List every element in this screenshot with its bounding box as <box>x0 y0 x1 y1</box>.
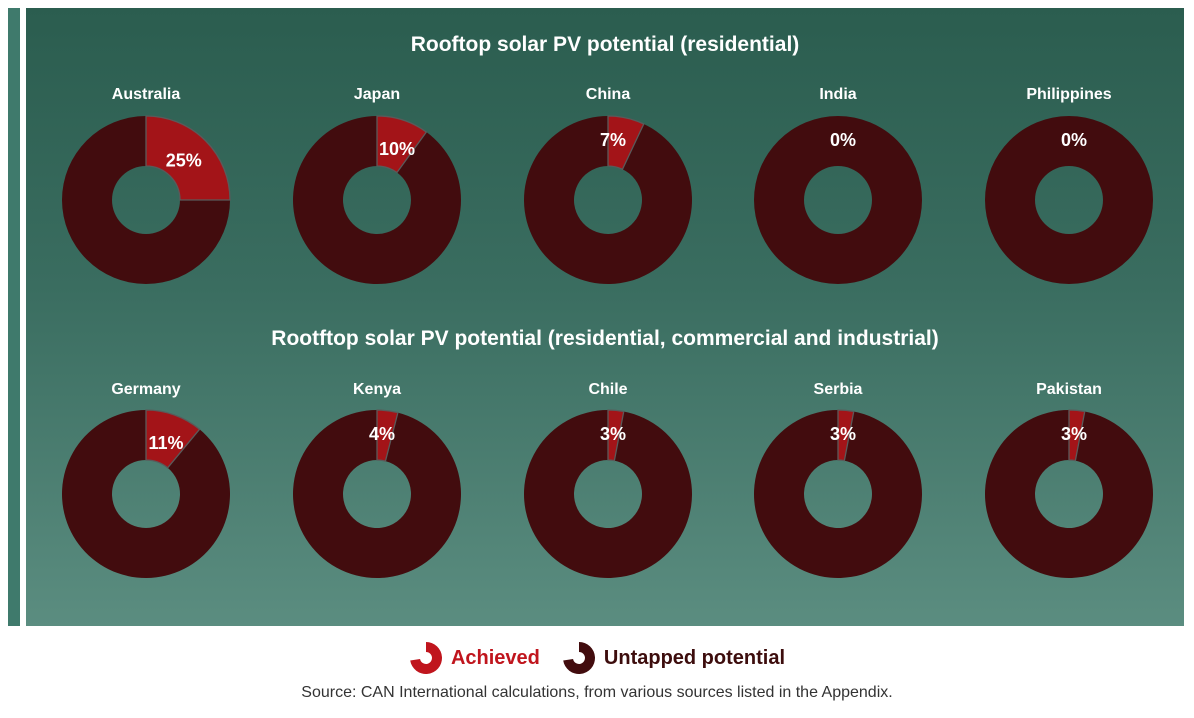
source-note: Source: CAN International calculations, … <box>301 684 893 701</box>
percent-label: 0% <box>1061 130 1087 150</box>
legend-item-untapped: Untapped potential <box>562 641 785 675</box>
untapped-slice <box>524 116 692 284</box>
chart-title-residential: Rooftop solar PV potential (residential) <box>410 33 800 56</box>
untapped-slice <box>754 410 922 578</box>
achieved-slice <box>376 115 428 174</box>
percent-label: 3% <box>600 424 626 444</box>
chart-panel: Rooftop solar PV potential (residential)… <box>26 8 1184 626</box>
donut-chart: 3% <box>524 409 692 578</box>
donut-chart: 7% <box>524 115 692 284</box>
legend-item-achieved: Achieved <box>409 641 540 675</box>
achieved-slice <box>145 115 231 201</box>
untapped-slice <box>985 116 1153 284</box>
legend: Achieved Untapped potential <box>0 640 1194 676</box>
percent-label: 11% <box>148 433 183 453</box>
achieved-slice <box>607 409 625 462</box>
donut-chart: 0% <box>754 116 922 284</box>
percent-label: 3% <box>1061 424 1087 444</box>
achieved-slice <box>837 409 855 462</box>
percent-label: 0% <box>830 130 856 150</box>
percent-label: 10% <box>379 139 415 159</box>
percent-label: 4% <box>369 424 395 444</box>
untapped-slice <box>524 410 692 578</box>
untapped-slice <box>754 116 922 284</box>
legend-label-achieved: Achieved <box>450 646 540 669</box>
achieved-swatch-icon <box>410 642 442 674</box>
country-label: Chile <box>588 381 628 398</box>
untapped-slice <box>62 116 230 284</box>
achieved-slice <box>376 409 399 462</box>
donut-chart: 0% <box>985 116 1153 284</box>
country-label: Germany <box>111 381 181 398</box>
country-label: Japan <box>353 86 401 103</box>
country-label: China <box>585 86 631 103</box>
untapped-swatch-icon <box>563 642 595 674</box>
donut-chart: 25% <box>62 115 231 284</box>
donut-chart: 10% <box>293 115 461 284</box>
donut-chart: 11% <box>61 409 231 578</box>
country-label: Philippines <box>1026 86 1112 103</box>
untapped-slice <box>293 116 461 284</box>
country-label: Australia <box>111 86 181 103</box>
country-label: Kenya <box>352 381 402 398</box>
percent-label: 3% <box>830 424 856 444</box>
country-label: Serbia <box>813 381 863 398</box>
left-accent-bar <box>8 8 20 626</box>
donut-chart: 4% <box>293 409 461 578</box>
untapped-slice <box>985 410 1153 578</box>
legend-label-untapped: Untapped potential <box>603 646 786 669</box>
donut-chart: 3% <box>985 409 1153 578</box>
chart-title-commercial: Rootftop solar PV potential (residential… <box>271 327 939 350</box>
country-label: Pakistan <box>1036 381 1102 398</box>
untapped-slice <box>61 410 231 578</box>
percent-label: 25% <box>166 150 202 170</box>
achieved-slice <box>1068 409 1086 462</box>
donut-chart: 3% <box>754 409 922 578</box>
country-label: India <box>819 86 857 103</box>
untapped-slice <box>293 410 461 578</box>
achieved-slice <box>607 115 645 171</box>
achieved-slice <box>145 409 201 469</box>
percent-label: 7% <box>600 130 626 150</box>
